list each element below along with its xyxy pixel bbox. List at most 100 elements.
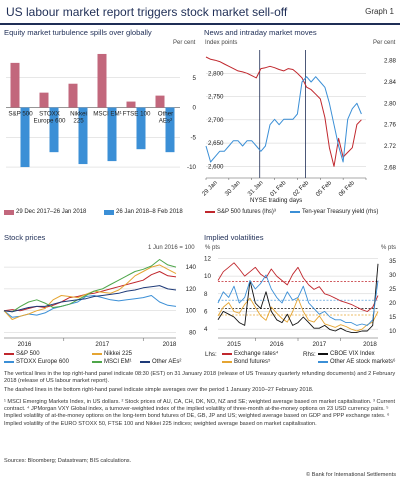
panel4-legend-label-3: CBOE VIX Index [330, 351, 375, 357]
panel3-legend-item-1: S&P 500 [4, 351, 40, 357]
legend-line-blue [290, 211, 300, 213]
series-orange [217, 297, 379, 332]
y-tick-label: 120 [186, 286, 197, 293]
y-tick-label-left: 2,800 [208, 70, 224, 77]
x-tick-label: 2018 [163, 341, 177, 348]
x-tick-label: 2016 [270, 341, 284, 348]
x-tick-label: 2015 [227, 341, 241, 348]
y-tick-label-left: 6 [204, 308, 208, 315]
legend-line-green [92, 361, 102, 363]
x-tick-label: 06 Feb [337, 179, 356, 198]
bar [107, 107, 117, 162]
panel4-unit-left: % pts [205, 245, 221, 251]
panel3-legend-item-2: Nikkei 225 [92, 351, 132, 357]
y-tick-label-right: 2.84 [384, 79, 397, 86]
panel1-title: Equity market turbulence spills over glo… [4, 28, 152, 37]
panel4-title: Implied volatilities [204, 233, 264, 242]
copyright: © Bank for International Settlements [306, 472, 396, 478]
y-tick-label: -5 [190, 134, 196, 141]
y-tick-label-left: 10 [204, 273, 211, 280]
panel2-unit-right: Per cent [373, 40, 396, 46]
category-label: 225 [73, 118, 84, 125]
panel4-legend-item-3: CBOE VIX Index [318, 351, 375, 357]
x-tick-label: 05 Feb [315, 179, 334, 198]
y-tick-label-right: 20 [389, 300, 396, 307]
bar [97, 53, 107, 108]
x-tick-label: 01 Feb [269, 179, 288, 198]
y-tick-label: 0 [193, 105, 197, 112]
panel1-legend-item-1: 29 Dec 2017–26 Jan 2018 [4, 209, 86, 215]
x-tick-label: 2018 [363, 341, 377, 348]
panel4-legend-item-2: Bond futures⁵ [222, 359, 271, 365]
panel4-unit-right: % pts [381, 245, 397, 251]
panel2-legend-label-1: S&P 500 futures (lhs)³ [217, 209, 276, 215]
panel3-legend-label-2: Nikkei 225 [104, 351, 133, 357]
panel1-legend-item-2: 26 Jan 2018–8 Feb 2018 [104, 209, 183, 215]
note-vertical-lines: The vertical lines in the top right-hand… [4, 371, 396, 385]
legend-line-blue [4, 361, 14, 363]
y-tick-label-left: 8 [204, 291, 208, 298]
y-tick-label: 80 [189, 330, 196, 337]
bar [49, 107, 59, 153]
series-navy [3, 285, 177, 313]
legend-line-orange [222, 361, 232, 363]
y-tick-label-left: 2,750 [208, 94, 224, 101]
y-tick-label-right: 2.72 [384, 143, 397, 150]
category-label: Nikkei [70, 111, 87, 118]
y-tick-label-right: 10 [389, 328, 396, 335]
y-tick-label-left: 2,650 [208, 140, 224, 147]
legend-swatch-blue [104, 209, 114, 215]
panel4-lhs-label: Lhs: [205, 351, 217, 358]
panel4-legend-item-4: Other AE stock markets⁶ [318, 359, 396, 365]
series-red [217, 262, 379, 312]
category-label: FTSE 100 [123, 111, 151, 118]
panel4-rhs-label: Rhs: [303, 351, 316, 358]
category-label: MSCI EM¹ [93, 111, 122, 118]
y-tick-label-right: 2.68 [384, 164, 397, 171]
series-orange [3, 264, 177, 320]
header-rule [0, 23, 400, 25]
x-tick-label: 30 Jan [224, 179, 242, 197]
intraday-line-chart: 2,800 2,750 2,700 2,650 2,600 2.88 2.84 2.80 2.7… [201, 50, 397, 198]
bar [78, 107, 88, 165]
page-title: US labour market report triggers stock m… [6, 5, 288, 19]
series-red [3, 271, 177, 312]
panel4-legend-label-2: Bond futures⁵ [234, 359, 271, 365]
y-tick-label-right: 25 [389, 286, 396, 293]
x-tick-label: 2017 [312, 341, 326, 348]
y-tick-label-left: 2,600 [208, 163, 224, 170]
category-label: AEs² [159, 118, 172, 125]
sources: Sources: Bloomberg; Datastream; BIS calc… [4, 458, 132, 464]
bar [136, 107, 146, 150]
series-black [217, 263, 379, 333]
y-tick-label-left: 12 [204, 255, 211, 262]
panel2-legend-item-2: Ten-year Treasury yield (rhs) [290, 209, 378, 215]
y-tick-label-right: 2.76 [384, 122, 397, 129]
panel3-legend-item-5: Other AEs² [140, 359, 181, 365]
series-treasury-yield [205, 76, 362, 163]
y-tick-label-right: 15 [389, 314, 396, 321]
legend-swatch-pink [4, 209, 14, 215]
panel2-unit-left: Index points [205, 40, 238, 46]
panel3-legend-label-1: S&P 500 [16, 351, 40, 357]
category-label: STOXX [39, 111, 60, 118]
panel1-legend-label-2: 26 Jan 2018–8 Feb 2018 [116, 209, 183, 215]
series-blue [3, 295, 177, 318]
y-tick-label-left: 2,700 [208, 117, 224, 124]
panel2-legend-item-1: S&P 500 futures (lhs)³ [205, 209, 276, 215]
legend-line-red [205, 211, 215, 213]
legend-line-red [4, 353, 14, 355]
panel3-legend-label-3: STOXX Europe 600 [16, 359, 69, 365]
category-label: Other [158, 111, 173, 118]
legend-line-navy [140, 361, 150, 363]
y-tick-label: 100 [186, 308, 197, 315]
x-tick-label: 29 Jan [201, 179, 219, 197]
footnotes: ¹ MSCI Emerging Markets Index, in US dol… [4, 399, 396, 427]
y-tick-label-right: 2.80 [384, 100, 397, 107]
x-tick-label: 31 Jan [246, 179, 264, 197]
panel4-legend-label-1: Exchange rates⁴ [234, 351, 279, 357]
x-tick-label: 2017 [95, 341, 109, 348]
panel4-legend-item-1: Exchange rates⁴ [222, 351, 278, 357]
bar [10, 62, 20, 108]
